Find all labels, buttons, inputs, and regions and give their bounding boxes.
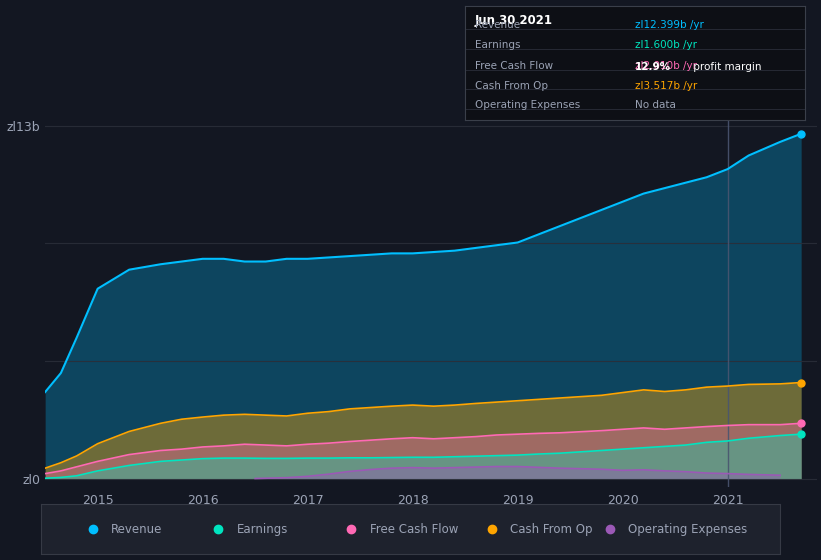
Text: 12.9%: 12.9% [635,62,672,72]
Text: Operating Expenses: Operating Expenses [629,522,748,536]
Text: Cash From Op: Cash From Op [475,81,548,91]
Text: Revenue: Revenue [112,522,163,536]
Text: Cash From Op: Cash From Op [511,522,593,536]
Text: zl12.399b /yr: zl12.399b /yr [635,20,704,30]
Text: profit margin: profit margin [690,62,761,72]
Text: Earnings: Earnings [475,40,521,50]
Text: Earnings: Earnings [237,522,288,536]
Text: zl3.517b /yr: zl3.517b /yr [635,81,697,91]
Text: Jun 30 2021: Jun 30 2021 [475,13,553,27]
Text: No data: No data [635,100,676,110]
Text: Free Cash Flow: Free Cash Flow [475,61,553,71]
Text: Operating Expenses: Operating Expenses [475,100,580,110]
Text: zl2.010b /yr: zl2.010b /yr [635,61,697,71]
Text: zl1.600b /yr: zl1.600b /yr [635,40,697,50]
Text: Free Cash Flow: Free Cash Flow [370,522,458,536]
Text: Revenue: Revenue [475,20,520,30]
